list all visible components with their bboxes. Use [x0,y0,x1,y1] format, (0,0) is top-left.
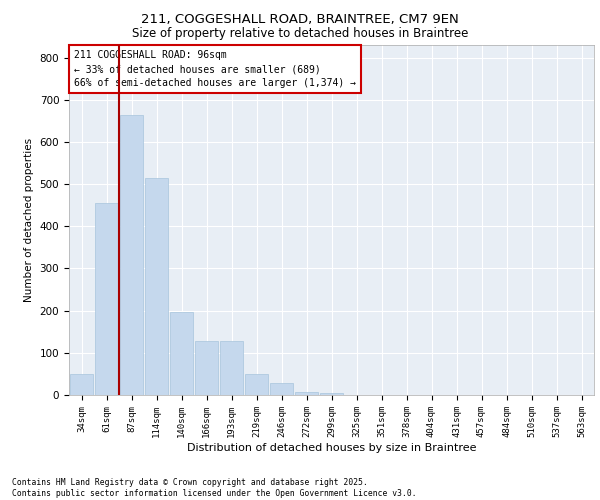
Bar [70,374,94,395]
Bar [295,392,319,395]
Bar [119,114,143,395]
Bar [269,383,293,395]
Text: 211, COGGESHALL ROAD, BRAINTREE, CM7 9EN: 211, COGGESHALL ROAD, BRAINTREE, CM7 9EN [141,12,459,26]
Y-axis label: Number of detached properties: Number of detached properties [24,138,34,302]
Text: 211 COGGESHALL ROAD: 96sqm
← 33% of detached houses are smaller (689)
66% of sem: 211 COGGESHALL ROAD: 96sqm ← 33% of deta… [74,50,356,88]
Bar [95,203,118,395]
Bar [245,374,268,395]
Bar [170,312,193,395]
Bar [194,341,218,395]
Text: Contains HM Land Registry data © Crown copyright and database right 2025.
Contai: Contains HM Land Registry data © Crown c… [12,478,416,498]
X-axis label: Distribution of detached houses by size in Braintree: Distribution of detached houses by size … [187,442,476,452]
Bar [320,393,343,395]
Text: Size of property relative to detached houses in Braintree: Size of property relative to detached ho… [132,28,468,40]
Bar [145,178,169,395]
Bar [220,341,244,395]
